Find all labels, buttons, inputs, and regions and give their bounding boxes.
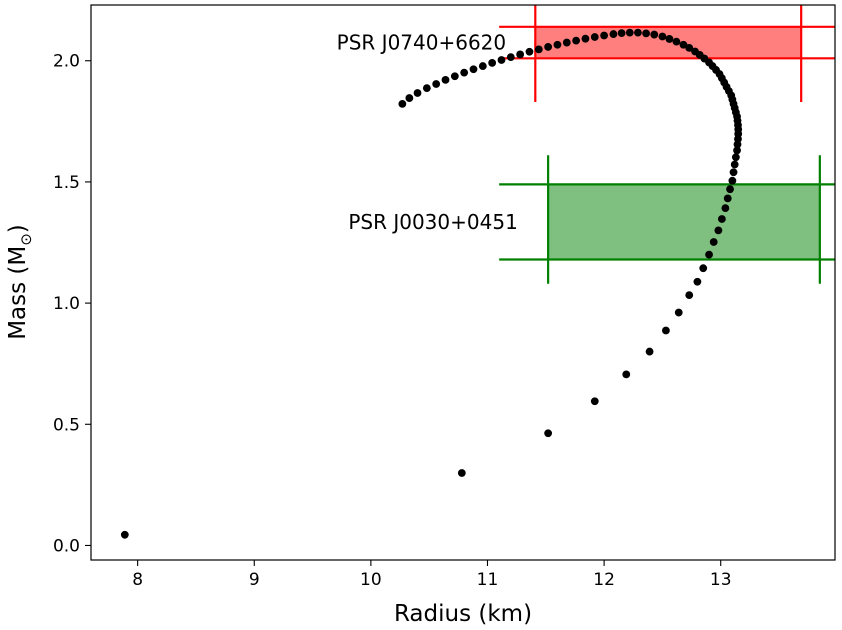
data-point-0-58 — [590, 33, 599, 41]
data-point-0-62 — [553, 40, 562, 49]
data-point-0-46 — [685, 43, 694, 52]
data-point-0-50 — [658, 32, 667, 41]
annotation-layer: PSR J0740+6620 PSR J0030+0451 — [337, 31, 518, 234]
data-point-0-52 — [642, 29, 650, 38]
data-point-0-71 — [469, 65, 478, 74]
data-point-0-60 — [572, 36, 581, 45]
data-point-0-54 — [625, 28, 634, 37]
data-point-0-79 — [398, 99, 407, 108]
data-point-0-49 — [665, 35, 674, 43]
data-point-0-10 — [699, 264, 708, 273]
data-point-0-11 — [705, 250, 713, 259]
data-point-0-47 — [679, 40, 688, 49]
data-point-0-77 — [413, 89, 422, 97]
x-tick-label-4: 12 — [593, 570, 615, 590]
data-point-0-64 — [534, 45, 543, 54]
points-layer — [120, 28, 743, 539]
data-point-0-72 — [460, 68, 469, 77]
data-point-0-22 — [733, 146, 741, 155]
y-axis-label-main: Mass (M — [5, 246, 31, 340]
data-point-0-8 — [685, 291, 694, 300]
data-point-0-17 — [726, 185, 734, 194]
data-point-0-12 — [709, 238, 718, 246]
data-point-0-1 — [457, 469, 466, 477]
data-point-0-14 — [717, 215, 726, 223]
band-label-0: PSR J0740+6620 — [337, 31, 506, 55]
x-tick-label-0: 8 — [132, 570, 143, 590]
band-label-1: PSR J0030+0451 — [348, 210, 517, 234]
y-tick-label-0: 0.0 — [53, 536, 80, 556]
data-point-0-69 — [488, 59, 497, 67]
y-tick-label-2: 1.0 — [53, 294, 80, 314]
data-point-0-3 — [590, 397, 599, 406]
y-tick-label-1: 0.5 — [53, 415, 80, 435]
data-point-0-18 — [728, 176, 737, 185]
x-tick-label-1: 9 — [249, 570, 260, 590]
data-point-0-48 — [672, 37, 681, 46]
data-point-0-6 — [662, 326, 670, 335]
data-point-0-66 — [516, 50, 525, 59]
data-point-0-65 — [525, 47, 534, 56]
band-fill-1 — [548, 184, 820, 260]
x-tick-label-3: 11 — [477, 570, 499, 590]
plot-frame — [90, 4, 836, 561]
data-point-0-76 — [422, 84, 431, 93]
data-point-0-70 — [478, 62, 487, 70]
y-axis: 0.0 0.5 1.0 1.5 2.0 — [53, 52, 91, 556]
data-point-0-7 — [674, 308, 683, 317]
data-point-0-61 — [562, 38, 571, 47]
data-point-0-67 — [506, 53, 515, 62]
data-point-0-53 — [634, 28, 642, 37]
y-axis-label-close: ) — [5, 224, 31, 233]
data-point-0-15 — [721, 204, 730, 212]
data-point-0-73 — [450, 72, 459, 81]
x-axis: 8 9 10 11 12 13 — [132, 560, 732, 590]
data-point-0-56 — [609, 30, 618, 38]
x-tick-label-2: 10 — [360, 570, 382, 590]
data-point-0-0 — [120, 530, 129, 539]
data-point-0-51 — [650, 30, 659, 39]
data-point-0-63 — [544, 43, 553, 51]
data-point-0-5 — [645, 347, 654, 356]
data-point-0-16 — [723, 194, 732, 203]
data-point-0-75 — [432, 80, 441, 88]
data-point-0-19 — [729, 168, 738, 177]
data-point-0-20 — [730, 160, 739, 169]
data-point-0-57 — [600, 31, 609, 40]
data-point-0-74 — [441, 75, 450, 84]
data-point-0-68 — [497, 56, 506, 64]
data-point-0-4 — [622, 370, 631, 379]
data-point-0-78 — [405, 94, 414, 102]
y-axis-label: Mass (M⊙) — [5, 224, 35, 340]
data-point-0-2 — [544, 429, 553, 438]
y-axis-label-sub: ⊙ — [17, 233, 35, 246]
data-point-0-55 — [617, 29, 626, 38]
data-point-0-45 — [691, 47, 699, 56]
x-tick-label-5: 13 — [710, 570, 732, 590]
y-tick-label-4: 2.0 — [53, 52, 80, 72]
x-axis-label: Radius (km) — [394, 601, 532, 627]
y-tick-label-3: 1.5 — [53, 173, 80, 193]
data-point-0-59 — [581, 34, 590, 43]
data-point-0-13 — [714, 226, 723, 235]
data-point-0-9 — [693, 277, 702, 286]
data-point-0-21 — [731, 153, 740, 162]
